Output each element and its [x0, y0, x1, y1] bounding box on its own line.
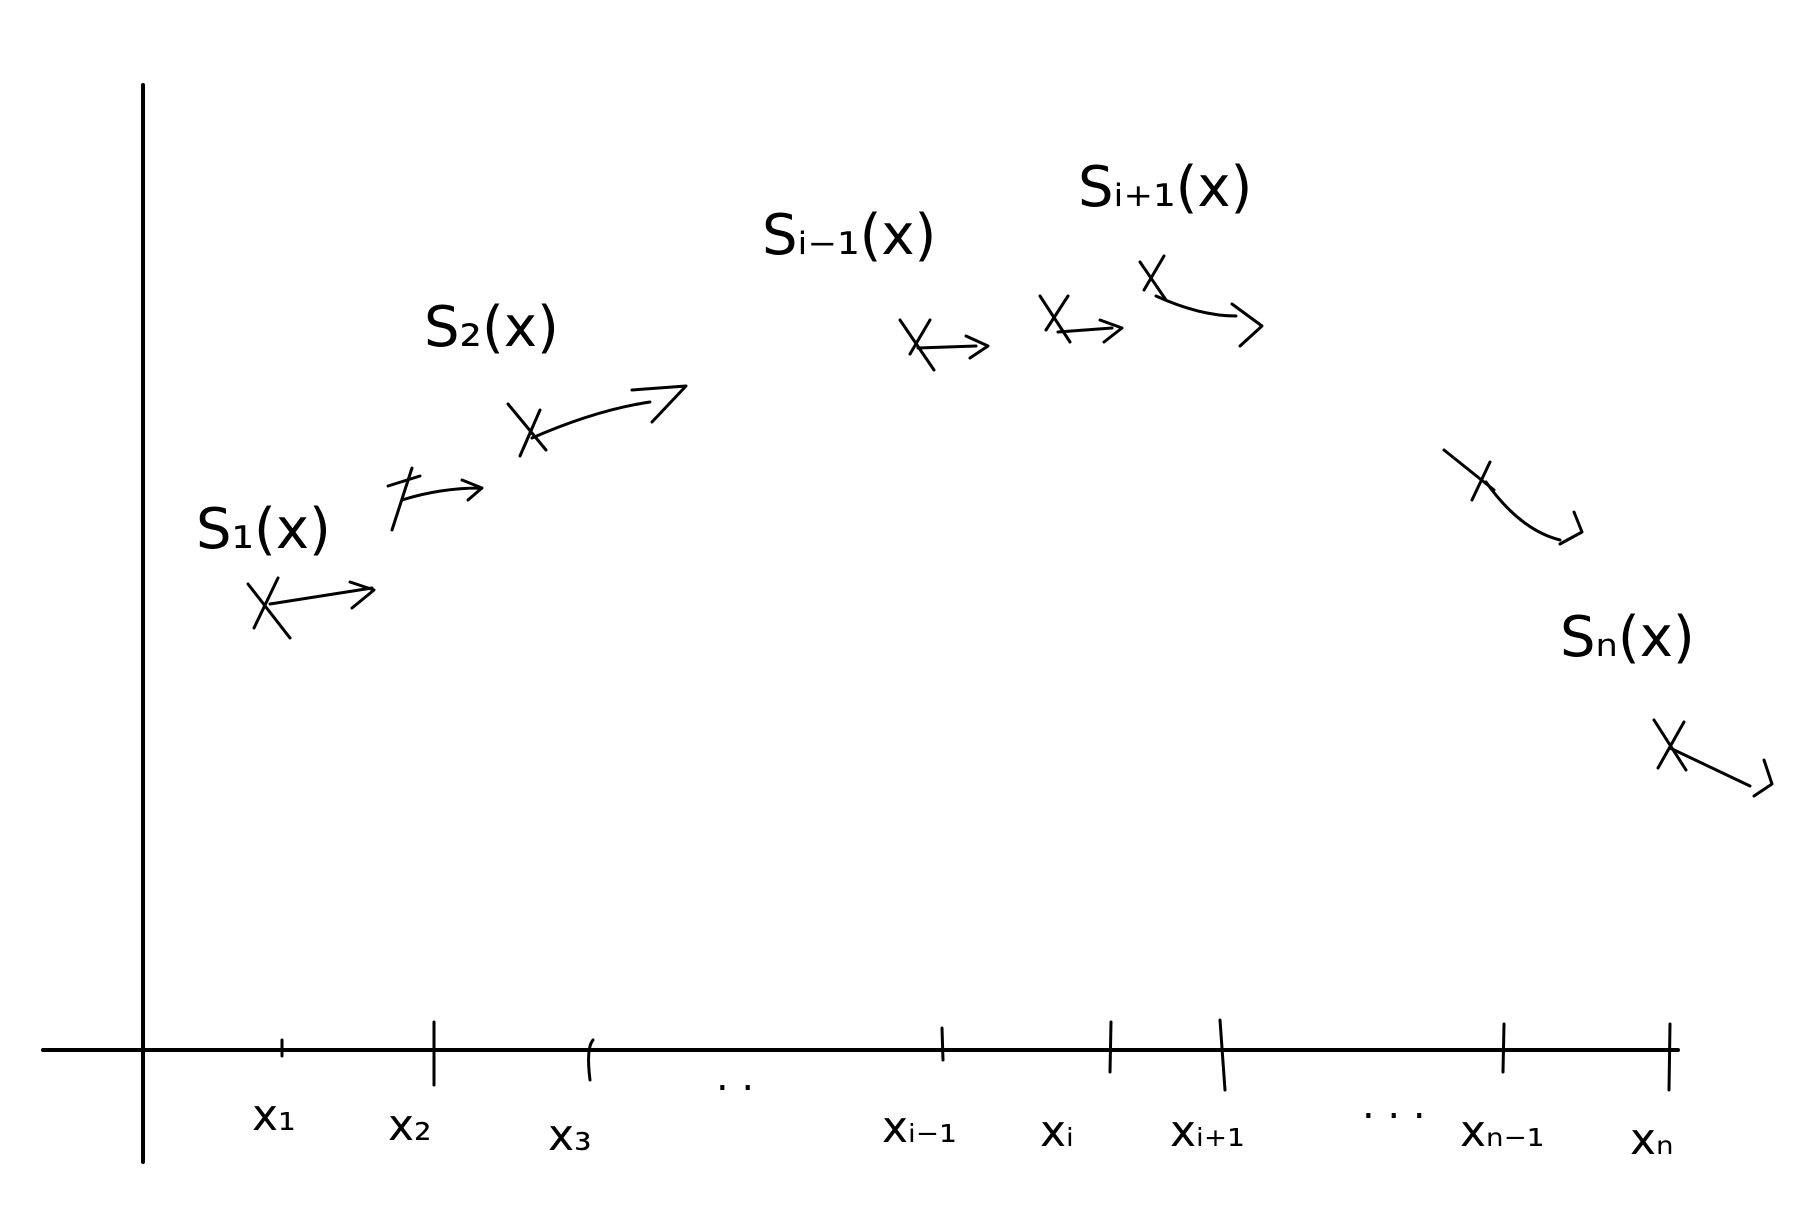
- spline-label: Sₙ(x): [1560, 605, 1695, 670]
- segment-marker: [1652, 718, 1774, 798]
- tick-xn: [1667, 1022, 1672, 1092]
- segment-marker: [898, 318, 990, 372]
- arrow-icon: [1668, 746, 1774, 798]
- arrow-icon: [530, 384, 688, 440]
- spline-labels: S₁(x) S₂(x) Sᵢ₋₁(x) Sᵢ₊₁(x) Sₙ(x): [196, 155, 1695, 670]
- arrow-icon: [1056, 318, 1124, 344]
- arrow-icon: [916, 334, 990, 360]
- tick-xi: [1108, 1020, 1113, 1074]
- spline-segments: [246, 254, 1774, 798]
- knot-label: xₙ₋₁: [1460, 1106, 1544, 1157]
- segment-marker: [1038, 294, 1124, 344]
- tick-xn-1: [1501, 1022, 1506, 1074]
- ellipsis-right: . . .: [1362, 1082, 1426, 1128]
- knot-label: xᵢ: [1040, 1106, 1074, 1157]
- knot-label: x₂: [388, 1100, 432, 1151]
- arrow-icon: [1484, 480, 1584, 546]
- knot-label: xᵢ₋₁: [882, 1102, 957, 1153]
- tick-xi-1: [940, 1026, 945, 1062]
- arrow-icon: [1154, 294, 1264, 348]
- tick-x3: [587, 1038, 595, 1082]
- ellipsis-left: . .: [716, 1054, 754, 1100]
- knot-label: xₙ: [1630, 1114, 1674, 1165]
- segment-marker: [1442, 448, 1584, 546]
- spline-label: S₂(x): [424, 295, 559, 360]
- spline-label: S₁(x): [196, 497, 331, 562]
- segment-marker: [246, 576, 376, 640]
- knot-ticks: [280, 1018, 1672, 1092]
- knot-label: xᵢ₊₁: [1170, 1106, 1245, 1157]
- knot-label: x₁: [252, 1090, 296, 1141]
- segment-marker: [1138, 254, 1264, 348]
- knot-label: x₃: [548, 1110, 592, 1161]
- spline-label: Sᵢ₋₁(x): [762, 203, 936, 268]
- tick-xi+1: [1218, 1018, 1227, 1092]
- arrow-icon: [268, 580, 376, 610]
- spline-label: Sᵢ₊₁(x): [1078, 155, 1252, 220]
- arrow-icon: [400, 478, 484, 502]
- segment-marker: [506, 384, 688, 458]
- knot-labels: x₁ x₂ x₃ xᵢ₋₁ xᵢ xᵢ₊₁ xₙ₋₁ xₙ: [252, 1090, 1674, 1165]
- segment-marker: [386, 466, 484, 532]
